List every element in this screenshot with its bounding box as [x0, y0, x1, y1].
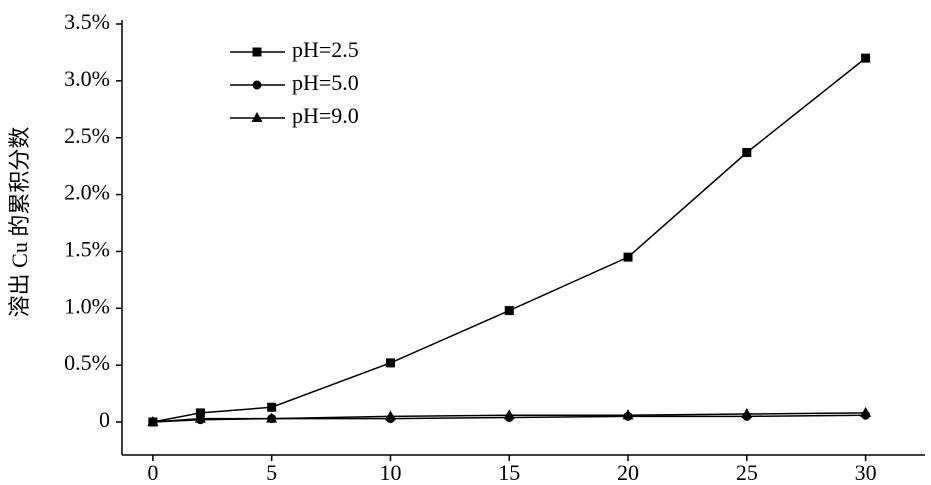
- x-tick-label: 20: [617, 460, 639, 485]
- y-tick-label: 3.5%: [64, 9, 110, 34]
- marker: [860, 406, 872, 417]
- marker: [252, 47, 262, 57]
- marker: [504, 306, 514, 316]
- y-axis-label: 溶出 Cu 的累积分数: [7, 127, 32, 318]
- y-tick-label: 1.0%: [64, 293, 110, 318]
- x-tick-label: 0: [147, 460, 158, 485]
- y-tick-label: 2.0%: [64, 180, 110, 205]
- marker: [266, 412, 278, 423]
- marker: [741, 408, 753, 419]
- x-tick-label: 5: [266, 460, 277, 485]
- y-tick-label: 3.0%: [64, 66, 110, 91]
- legend-label: pH=9.0: [292, 103, 359, 128]
- x-tick-label: 30: [855, 460, 877, 485]
- legend-label: pH=5.0: [292, 70, 359, 95]
- marker: [623, 252, 633, 262]
- marker: [384, 410, 396, 421]
- y-tick-label: 0.5%: [64, 350, 110, 375]
- series-line: [152, 414, 866, 423]
- marker: [861, 53, 871, 63]
- marker: [252, 80, 262, 90]
- y-tick-label: 0: [99, 407, 110, 432]
- series-line: [152, 412, 866, 423]
- x-tick-label: 15: [498, 460, 520, 485]
- x-tick-label: 25: [736, 460, 758, 485]
- marker: [194, 412, 206, 423]
- marker: [251, 112, 263, 122]
- marker: [742, 148, 752, 158]
- marker: [147, 416, 159, 427]
- marker: [385, 358, 395, 368]
- marker: [622, 409, 634, 420]
- y-tick-label: 2.5%: [64, 123, 110, 148]
- marker: [503, 409, 515, 420]
- marker: [267, 402, 277, 412]
- series-line: [152, 57, 867, 423]
- legend-label: pH=2.5: [292, 37, 359, 62]
- y-tick-label: 1.5%: [64, 236, 110, 261]
- x-tick-label: 10: [379, 460, 401, 485]
